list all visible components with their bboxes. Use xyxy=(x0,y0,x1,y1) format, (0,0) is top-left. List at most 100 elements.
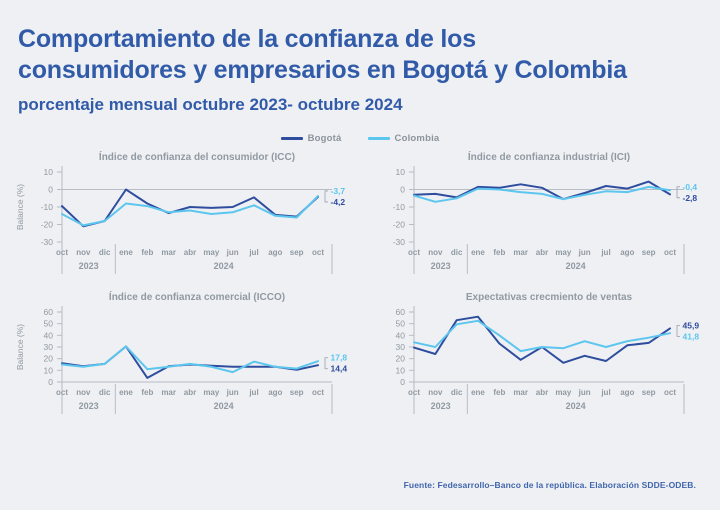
svg-text:17,8: 17,8 xyxy=(331,353,348,363)
chart-commercial-confidence: Índice de confianza comercial (ICCO) Bala… xyxy=(12,288,362,422)
chart-consumer-confidence: Índice de confianza del consumidor (ICC)… xyxy=(12,148,362,282)
svg-text:14,4: 14,4 xyxy=(331,364,348,374)
svg-text:jul: jul xyxy=(248,248,258,257)
svg-text:0: 0 xyxy=(48,377,53,387)
svg-text:feb: feb xyxy=(141,248,153,257)
chart-legend: Bogotá Colombia xyxy=(0,133,720,144)
legend-label-bogota: Bogotá xyxy=(307,133,342,144)
svg-text:jul: jul xyxy=(600,248,610,257)
svg-text:feb: feb xyxy=(141,388,153,397)
svg-text:60: 60 xyxy=(396,307,406,317)
svg-text:0: 0 xyxy=(400,185,405,195)
svg-text:abr: abr xyxy=(184,388,196,397)
svg-text:nov: nov xyxy=(76,248,91,257)
svg-text:10: 10 xyxy=(396,167,406,177)
svg-text:ene: ene xyxy=(471,388,485,397)
svg-text:may: may xyxy=(203,248,220,257)
svg-text:2024: 2024 xyxy=(566,261,586,271)
page-title-line1: Comportamiento de la confianza de los xyxy=(18,25,476,53)
svg-text:60: 60 xyxy=(44,307,54,317)
svg-text:oct: oct xyxy=(664,388,676,397)
svg-text:2024: 2024 xyxy=(214,261,234,271)
svg-text:10: 10 xyxy=(44,167,54,177)
svg-text:jun: jun xyxy=(578,388,591,397)
svg-text:-10: -10 xyxy=(393,202,406,212)
svg-text:dic: dic xyxy=(99,388,111,397)
svg-text:may: may xyxy=(203,388,220,397)
svg-text:abr: abr xyxy=(536,388,548,397)
svg-text:may: may xyxy=(555,248,572,257)
svg-text:mar: mar xyxy=(161,248,176,257)
svg-text:jul: jul xyxy=(248,388,258,397)
svg-text:ago: ago xyxy=(268,248,282,257)
svg-text:may: may xyxy=(555,388,572,397)
svg-text:Balance (%): Balance (%) xyxy=(15,324,25,370)
svg-text:sep: sep xyxy=(642,248,656,257)
line-chart: Índice de confianza industrial (ICI) 10 0 -… xyxy=(393,150,698,274)
svg-text:ene: ene xyxy=(119,388,133,397)
svg-text:nov: nov xyxy=(428,248,443,257)
svg-text:mar: mar xyxy=(513,388,528,397)
svg-text:feb: feb xyxy=(493,388,505,397)
svg-text:ene: ene xyxy=(119,248,133,257)
svg-text:30: 30 xyxy=(396,342,406,352)
svg-text:-20: -20 xyxy=(393,220,406,230)
svg-text:dic: dic xyxy=(451,248,463,257)
chart-sales-expectations: Expectativas crecmiento de ventas 60 50 40 3… xyxy=(364,288,714,422)
line-chart: Índice de confianza del consumidor (ICC)… xyxy=(15,150,345,274)
legend-line-swatch-colombia xyxy=(367,137,390,140)
legend-item-bogota: Bogotá xyxy=(280,133,342,144)
svg-text:2023: 2023 xyxy=(79,401,99,411)
svg-text:2023: 2023 xyxy=(431,261,451,271)
svg-text:-30: -30 xyxy=(393,237,406,247)
svg-text:oct: oct xyxy=(312,388,324,397)
svg-text:jun: jun xyxy=(226,388,239,397)
svg-text:jul: jul xyxy=(600,388,610,397)
svg-text:jun: jun xyxy=(226,248,239,257)
svg-text:dic: dic xyxy=(99,248,111,257)
svg-text:2023: 2023 xyxy=(79,261,99,271)
svg-text:ene: ene xyxy=(471,248,485,257)
svg-text:abr: abr xyxy=(536,248,548,257)
svg-text:ago: ago xyxy=(620,248,634,257)
legend-item-colombia: Colombia xyxy=(367,133,440,144)
svg-text:jun: jun xyxy=(578,248,591,257)
page-title: Comportamiento de la confianza de los con… xyxy=(18,24,700,86)
svg-text:10: 10 xyxy=(396,365,406,375)
svg-text:50: 50 xyxy=(396,319,406,329)
svg-text:-10: -10 xyxy=(41,202,54,212)
source-note: Fuente: Fedesarrollo–Banco de la repúbli… xyxy=(403,480,696,490)
svg-text:feb: feb xyxy=(493,248,505,257)
svg-text:oct: oct xyxy=(56,248,68,257)
svg-text:abr: abr xyxy=(184,248,196,257)
svg-text:40: 40 xyxy=(396,330,406,340)
svg-text:45,9: 45,9 xyxy=(683,320,700,330)
svg-text:2024: 2024 xyxy=(214,401,234,411)
svg-text:20: 20 xyxy=(44,354,54,364)
svg-text:nov: nov xyxy=(428,388,443,397)
legend-label-colombia: Colombia xyxy=(394,133,440,144)
svg-text:oct: oct xyxy=(664,248,676,257)
svg-text:mar: mar xyxy=(513,248,528,257)
legend-line-swatch-bogota xyxy=(280,137,303,140)
svg-text:2023: 2023 xyxy=(431,401,451,411)
svg-text:ago: ago xyxy=(268,388,282,397)
page-subtitle: porcentaje mensual octubre 2023- octubre… xyxy=(18,95,403,114)
svg-text:nov: nov xyxy=(76,388,91,397)
svg-text:ago: ago xyxy=(620,388,634,397)
svg-text:Índice de confianza del consum: Índice de confianza del consumidor (ICC) xyxy=(99,150,295,163)
svg-text:sep: sep xyxy=(290,388,304,397)
svg-text:-2,8: -2,8 xyxy=(683,193,698,203)
svg-text:Balance (%): Balance (%) xyxy=(15,184,25,230)
svg-text:oct: oct xyxy=(408,248,420,257)
svg-text:-20: -20 xyxy=(41,220,54,230)
svg-text:oct: oct xyxy=(312,248,324,257)
svg-text:0: 0 xyxy=(400,377,405,387)
svg-text:41,8: 41,8 xyxy=(683,331,700,341)
svg-text:mar: mar xyxy=(161,388,176,397)
svg-text:dic: dic xyxy=(451,388,463,397)
svg-text:10: 10 xyxy=(44,365,54,375)
svg-text:-30: -30 xyxy=(41,237,54,247)
